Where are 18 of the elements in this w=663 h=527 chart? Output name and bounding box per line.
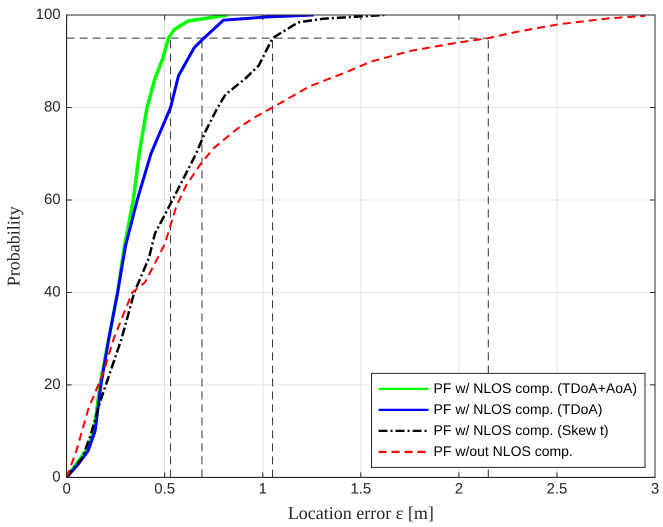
x-tick-label: 2.5: [546, 480, 568, 498]
x-tick-label: 1: [258, 480, 267, 498]
x-tick-label: 1.5: [350, 480, 372, 498]
y-axis-title: Probability: [4, 206, 24, 286]
y-tick-label: 100: [36, 6, 61, 24]
y-tick-label: 20: [44, 376, 61, 394]
x-axis-title: Location error ε [m]: [288, 502, 434, 523]
x-tick-label: 3: [650, 480, 660, 498]
y-tick-label: 80: [44, 98, 61, 116]
x-tick-label: 2: [454, 480, 464, 498]
x-tick-label: 0.5: [154, 480, 176, 498]
y-tick-label: 40: [44, 284, 61, 301]
legend-label: PF w/ NLOS comp. (TDoA): [434, 400, 602, 417]
legend-label: PF w/ NLOS comp. (TDoA+AoA): [434, 380, 638, 396]
y-tick-label: 0: [52, 468, 61, 486]
legend-label: PF w/out NLOS comp.: [434, 442, 573, 459]
legend-label: PF w/ NLOS comp. (Skew t): [434, 422, 609, 438]
y-tick-label: 60: [44, 191, 61, 208]
